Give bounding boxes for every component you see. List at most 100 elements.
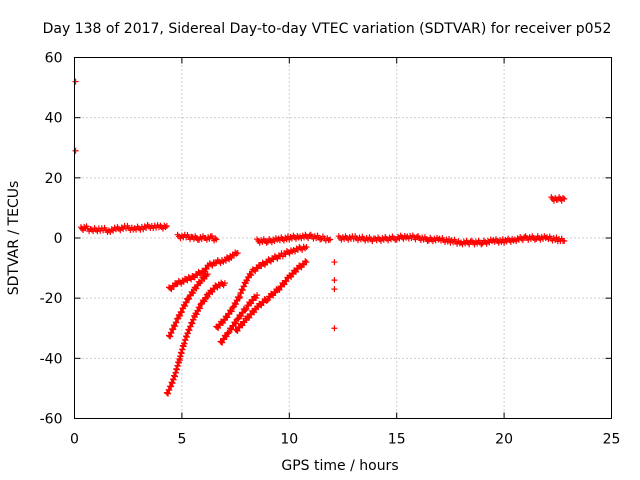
data-point (201, 298, 208, 305)
data-point (224, 314, 231, 321)
data-point (247, 271, 254, 278)
data-point (519, 237, 526, 244)
data-point (531, 236, 538, 243)
data-point (446, 236, 453, 243)
data-point (283, 278, 290, 285)
data-point (225, 330, 232, 337)
data-point (234, 250, 241, 257)
data-point (525, 236, 532, 243)
x-axis-label: GPS time / hours (281, 458, 398, 474)
data-point (456, 240, 463, 247)
data-point (303, 244, 310, 251)
data-point (507, 238, 514, 245)
data-point (246, 314, 253, 321)
data-point (236, 295, 243, 302)
data-point (233, 301, 240, 308)
data-point (498, 238, 505, 245)
series-arc_4.4_6.2 (166, 271, 211, 340)
y-tick-label: 0 (54, 231, 63, 247)
data-point (327, 236, 334, 243)
data-point (317, 236, 324, 243)
data-point (168, 330, 175, 337)
data-point (163, 222, 170, 229)
data-point (256, 239, 263, 246)
series-arc_4.3_7 (163, 279, 228, 397)
data-point (242, 307, 249, 314)
data-point (212, 235, 219, 242)
data-point (280, 237, 287, 244)
data-point (263, 297, 270, 304)
data-point (459, 241, 466, 248)
y-axis-label: SDTVAR / TECUs (6, 181, 22, 296)
axis-ticks: 0 5 10 15 20 25 -60 -40 -20 0 20 40 60 (40, 51, 621, 448)
data-point (435, 236, 442, 243)
data-point (513, 238, 520, 245)
data-point (223, 333, 230, 340)
chart-title: Day 138 of 2017, Sidereal Day-to-day VTE… (43, 21, 612, 37)
y-tick-label: -20 (40, 291, 63, 307)
data-point (167, 333, 174, 340)
series-band_8.5_12 (254, 231, 334, 246)
data-point (341, 235, 348, 242)
x-tick-label: 15 (388, 432, 406, 448)
data-point (178, 309, 185, 315)
data-point (254, 292, 261, 299)
data-point (72, 147, 79, 154)
data-point (233, 250, 240, 257)
y-tick-label: -40 (40, 351, 63, 367)
data-point (471, 241, 478, 248)
data-point (268, 239, 275, 246)
x-tick-label: 5 (177, 432, 186, 448)
data-point (165, 390, 172, 397)
series-arc_6.8_8.5 (217, 292, 261, 346)
data-point (499, 236, 506, 243)
data-point (491, 238, 498, 245)
data-point (238, 313, 245, 320)
data-point (540, 235, 547, 242)
series-arc_4.4_7.6 (166, 249, 241, 293)
data-point (331, 277, 338, 284)
data-point (248, 300, 255, 307)
data-point (424, 238, 431, 245)
x-tick-label: 20 (495, 432, 513, 448)
data-point (72, 78, 79, 85)
data-point (331, 286, 338, 293)
series-band_12_23 (335, 232, 568, 248)
data-point (228, 308, 235, 315)
data-point (251, 309, 258, 316)
data-point (193, 311, 200, 318)
data-point (193, 285, 200, 292)
data-point (474, 240, 481, 247)
data-point (489, 238, 496, 245)
series-band_0_4.3 (77, 221, 170, 236)
data-point (486, 239, 493, 246)
data-point (413, 233, 420, 240)
data-point (162, 224, 169, 231)
data-point (177, 312, 184, 319)
data-point (221, 280, 228, 287)
data-point (561, 195, 568, 202)
data-point (305, 235, 312, 242)
series-arc_6.6_10.8 (213, 243, 310, 332)
data-point (338, 236, 345, 243)
data-point (243, 305, 250, 312)
data-point (306, 232, 313, 239)
series-band_4.8_6.6 (174, 231, 220, 244)
data-point (302, 258, 309, 265)
data-point (298, 235, 305, 242)
series-outliers_start (72, 78, 79, 154)
series-cluster_22 (548, 194, 568, 204)
data-point (172, 323, 179, 330)
x-tick-label: 10 (280, 432, 298, 448)
data-point (483, 240, 490, 247)
data-point (533, 235, 540, 242)
data-point (186, 295, 193, 302)
y-tick-label: 60 (45, 51, 63, 67)
data-point (425, 237, 432, 244)
data-point (403, 234, 410, 241)
y-tick-label: 20 (45, 171, 63, 187)
data-point (189, 289, 196, 296)
data-point (173, 319, 180, 326)
data-point (466, 241, 473, 248)
data-point (542, 235, 549, 241)
